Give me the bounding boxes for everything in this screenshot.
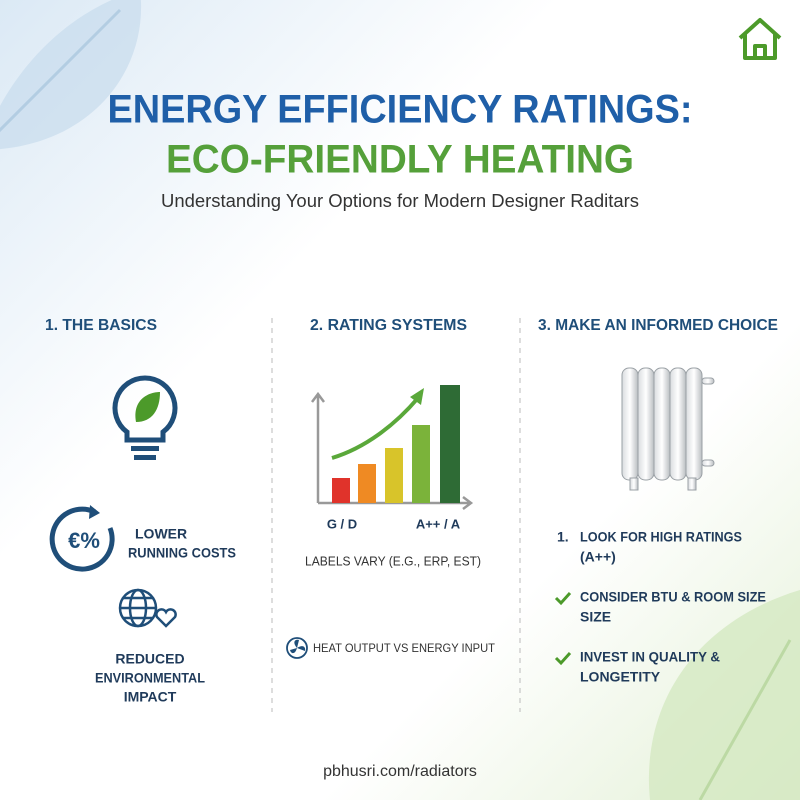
footnote: HEAT OUTPUT VS ENERGY INPUT [313, 641, 496, 655]
item-text: CONSIDER BTU & ROOM SIZE [580, 589, 766, 605]
bulb-icon [112, 375, 178, 460]
item-text: LOOK FOR HIGH RATINGS [580, 529, 742, 545]
item-text: (A++) [580, 549, 616, 565]
icon-text: €% [68, 528, 100, 553]
note: LABELS VARY (E.G., ERP, EST) [305, 553, 481, 568]
title: ECO-FRIENDLY HEATING [166, 138, 634, 182]
footer-url: pbhusri.com/radiators [323, 763, 477, 780]
axis-label: G / D [327, 516, 357, 531]
title: ENERGY EFFICIENCY RATINGS: [108, 88, 693, 132]
check-icon [554, 651, 572, 666]
leaf-decoration [648, 590, 800, 800]
item-text: RUNNING COSTS [128, 545, 236, 561]
item-text: LOWER [135, 526, 187, 542]
leaf-decoration [0, 0, 142, 150]
item-text: IMPACT [124, 689, 177, 705]
item-text: LONGETITY [580, 669, 661, 685]
column-heading: 1. THE BASICS [45, 317, 157, 334]
radiator-image [621, 367, 715, 491]
globe-icon [118, 588, 177, 628]
column-heading: 2. RATING SYSTEMS [310, 317, 467, 334]
column-heading: 3. MAKE AN INFORMED CHOICE [538, 317, 778, 334]
leaf-vein [0, 8, 122, 133]
item-text: INVEST IN QUALITY & [580, 649, 720, 665]
savings-icon [49, 505, 115, 572]
list-marker: 1. [557, 529, 569, 545]
house-icon [738, 18, 782, 60]
subtitle: Understanding Your Options for Modern De… [161, 191, 639, 211]
item-text: SIZE [580, 609, 611, 625]
check-icon [554, 591, 572, 606]
item-text: REDUCED [115, 651, 184, 667]
axis-label: A++ / A [416, 516, 461, 531]
rating-graphic [311, 385, 474, 510]
fan-icon [286, 637, 308, 659]
item-text: ENVIRONMENTAL [95, 670, 205, 686]
leaf-vein [698, 639, 792, 800]
